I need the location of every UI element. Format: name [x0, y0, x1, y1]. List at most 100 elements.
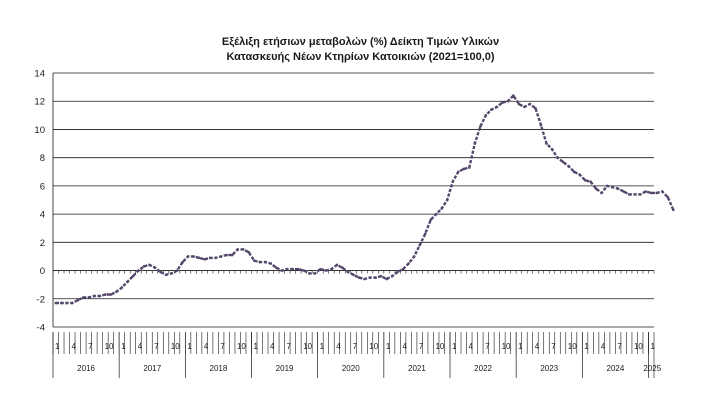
data-point	[137, 269, 140, 272]
x-month-label: 1	[650, 342, 655, 351]
data-point	[98, 294, 102, 298]
data-point	[671, 208, 675, 212]
x-month-label: 7	[353, 342, 358, 351]
x-year-label: 2025	[643, 364, 661, 373]
x-month-label: 10	[369, 342, 378, 351]
data-point	[561, 160, 565, 164]
x-month-label: 4	[601, 342, 606, 351]
y-tick-label: 14	[34, 69, 45, 80]
chart-title-line-1: Εξέλιξη ετήσιων μεταβολών (%) Δείκτη Τιμ…	[221, 36, 500, 48]
x-month-label: 10	[435, 342, 444, 351]
x-month-label: 7	[419, 342, 424, 351]
data-point	[153, 266, 157, 270]
x-month-label: 10	[171, 342, 180, 351]
data-point	[385, 277, 388, 281]
y-tick-label: 10	[34, 125, 45, 136]
data-point	[346, 270, 350, 274]
data-point	[649, 191, 653, 195]
x-month-label: 4	[469, 342, 474, 351]
x-year-label: 2021	[408, 364, 426, 373]
data-point	[368, 276, 372, 279]
data-point	[302, 269, 306, 272]
x-year-label: 2017	[143, 364, 161, 373]
x-month-label: 1	[518, 342, 523, 351]
data-point	[324, 269, 328, 272]
data-point	[93, 294, 96, 298]
data-point	[263, 260, 267, 264]
data-point	[104, 293, 107, 296]
x-month-label: 10	[502, 342, 511, 351]
data-point	[126, 280, 129, 284]
data-point	[208, 256, 212, 260]
data-point	[175, 269, 179, 272]
data-point	[418, 243, 421, 247]
x-month-label: 1	[320, 342, 325, 351]
data-point	[451, 180, 455, 183]
x-year-label: 2018	[210, 364, 228, 373]
data-point	[423, 232, 427, 236]
data-point	[363, 277, 366, 281]
data-point	[230, 253, 234, 257]
x-month-label: 4	[138, 342, 143, 351]
x-month-label: 4	[535, 342, 540, 351]
x-month-label: 1	[452, 342, 457, 351]
data-point	[241, 248, 245, 251]
x-year-label: 2022	[474, 364, 492, 373]
data-point	[236, 248, 240, 251]
y-tick-label: -4	[37, 323, 45, 334]
data-point	[456, 170, 460, 174]
x-month-label: 10	[568, 342, 577, 351]
y-tick-label: 4	[40, 210, 45, 221]
data-point	[501, 101, 504, 104]
data-point	[164, 273, 168, 277]
x-month-label: 10	[105, 342, 114, 351]
data-point	[390, 274, 394, 278]
data-point	[319, 267, 322, 271]
data-point	[556, 156, 559, 159]
data-point	[638, 193, 642, 196]
data-point	[181, 260, 184, 264]
x-month-label: 4	[402, 342, 407, 351]
data-point	[247, 250, 251, 254]
x-month-label: 10	[303, 342, 312, 351]
data-point	[600, 191, 603, 195]
data-point	[407, 262, 410, 265]
data-point	[352, 273, 355, 277]
data-point	[583, 178, 587, 182]
data-point	[214, 256, 217, 260]
data-point	[517, 102, 521, 106]
data-point	[633, 193, 637, 196]
data-point	[655, 191, 659, 195]
data-point	[666, 195, 670, 199]
data-point	[291, 267, 295, 271]
data-point	[131, 274, 135, 278]
data-point	[269, 262, 273, 265]
data-point	[159, 270, 162, 274]
data-point	[275, 266, 278, 270]
data-point	[109, 293, 113, 296]
x-month-label: 4	[336, 342, 341, 351]
data-point	[148, 263, 151, 267]
data-point	[396, 270, 399, 274]
y-tick-label: -2	[37, 294, 45, 305]
data-point	[335, 263, 339, 267]
data-point	[611, 186, 614, 189]
series-line	[55, 94, 675, 305]
x-month-label: 7	[617, 342, 622, 351]
data-point	[473, 142, 477, 145]
x-month-label: 1	[584, 342, 589, 351]
data-point	[313, 272, 317, 275]
data-point	[197, 256, 201, 260]
data-point	[76, 298, 80, 302]
x-year-label: 2024	[607, 364, 625, 373]
data-point	[82, 296, 85, 299]
data-point	[286, 267, 289, 271]
x-month-label: 4	[204, 342, 209, 351]
data-point	[512, 94, 515, 97]
x-month-label: 7	[88, 342, 93, 351]
data-point	[594, 187, 598, 191]
data-point	[225, 253, 228, 257]
data-point	[627, 193, 631, 196]
x-month-label: 10	[634, 342, 643, 351]
